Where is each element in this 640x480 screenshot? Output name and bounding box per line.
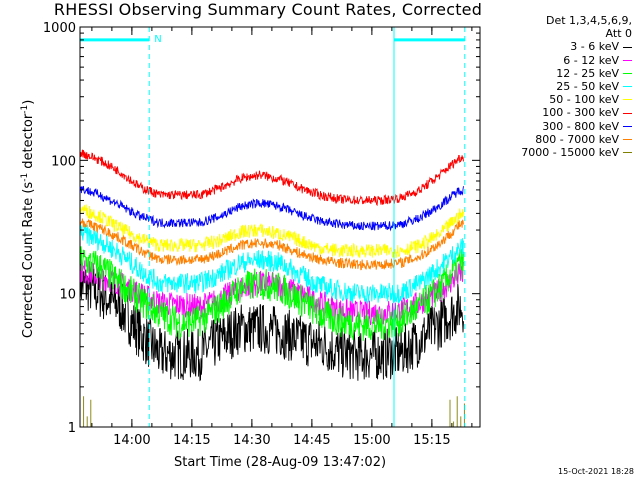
- x-tick-label: 14:00: [113, 433, 150, 448]
- y-tick-label: 10: [59, 288, 76, 303]
- legend-entry-label: 800 - 7000 keV: [535, 132, 619, 146]
- series-line-7: [79, 218, 464, 271]
- y-label-mid: detector: [21, 113, 37, 173]
- flag-label: N: [154, 34, 161, 45]
- legend-swatch: [623, 72, 632, 74]
- legend-entry-label: 3 - 6 keV: [570, 40, 619, 54]
- legend-entry-label: 300 - 800 keV: [542, 119, 619, 133]
- y-label-exponent-1: -1: [19, 172, 30, 182]
- legend-entry-label: 100 - 300 keV: [542, 106, 619, 120]
- footer-timestamp: 15-Oct-2021 18:28: [558, 467, 634, 476]
- legend-entry-label: 6 - 12 keV: [563, 53, 619, 67]
- legend-entry: 800 - 7000 keV: [480, 133, 632, 146]
- chart-title: RHESSI Observing Summary Count Rates, Co…: [53, 0, 483, 19]
- y-label-prefix: Corrected Count Rate (s: [21, 181, 37, 339]
- y-tick-label: 1: [68, 421, 76, 436]
- legend-swatch: [623, 86, 632, 88]
- legend-header-line-1: Det 1,3,4,5,6,9,: [545, 14, 632, 27]
- legend-swatch: [623, 125, 632, 127]
- legend-entry-label: 50 - 100 keV: [549, 93, 619, 107]
- legend-swatch: [623, 112, 632, 114]
- legend-swatch: [623, 46, 632, 48]
- y-axis: 1 10 100 1000: [43, 21, 480, 436]
- legend-entry: 12 - 25 keV: [480, 67, 632, 80]
- legend-entry: 25 - 50 keV: [480, 80, 632, 93]
- x-axis: 14:00 14:15 14:30 14:45 15:00 15:15: [91, 27, 473, 448]
- legend-entry: 100 - 300 keV: [480, 106, 632, 119]
- legend-swatch: [623, 99, 632, 101]
- legend-entry: 7000 - 15000 keV: [480, 146, 632, 159]
- legend-entry: 50 - 100 keV: [480, 93, 632, 106]
- x-tick-label: 15:00: [353, 433, 390, 448]
- legend-entries: 3 - 6 keV 6 - 12 keV 12 - 25 keV 25 - 50 ke…: [480, 40, 632, 159]
- x-tick-label: 14:45: [293, 433, 330, 448]
- series-line-6: [79, 185, 464, 232]
- y-axis-label: Corrected Count Rate (s-1 detector-1): [19, 100, 37, 339]
- x-tick-label: 14:15: [173, 433, 210, 448]
- legend-entry-label: 12 - 25 keV: [556, 66, 619, 80]
- x-axis-label: Start Time (28-Aug-09 13:47:02): [173, 455, 387, 470]
- series-line-3: [79, 224, 464, 304]
- legend-header-line-2: Att 0: [605, 27, 632, 41]
- x-tick-label: 14:30: [233, 433, 270, 448]
- y-label-suffix: ): [21, 99, 37, 105]
- plot-frame: [79, 26, 481, 428]
- y-tick-label: 100: [51, 154, 76, 169]
- legend: Det 1,3,4,5,6,9, Att 0 3 - 6 keV 6 - 12 k…: [480, 14, 632, 159]
- legend-entry-label: 25 - 50 keV: [556, 80, 619, 94]
- legend-entry: 300 - 800 keV: [480, 120, 632, 133]
- series-line-8: [83, 396, 465, 427]
- legend-entry: 6 - 12 keV: [480, 54, 632, 67]
- series-line-5: [79, 149, 464, 207]
- plot-area: N: [79, 27, 466, 427]
- y-label-exponent-2: -1: [19, 104, 30, 114]
- series-line-4: [79, 204, 464, 259]
- legend-entry: 3 - 6 keV: [480, 40, 632, 53]
- legend-swatch: [623, 152, 632, 154]
- x-tick-label: 15:15: [413, 433, 450, 448]
- series-line-2: [79, 246, 464, 341]
- legend-entry-label: 7000 - 15000 keV: [521, 146, 619, 160]
- legend-swatch: [623, 138, 632, 140]
- y-tick-label: 1000: [43, 21, 76, 36]
- legend-swatch: [623, 59, 632, 61]
- series-line-0: [79, 261, 464, 382]
